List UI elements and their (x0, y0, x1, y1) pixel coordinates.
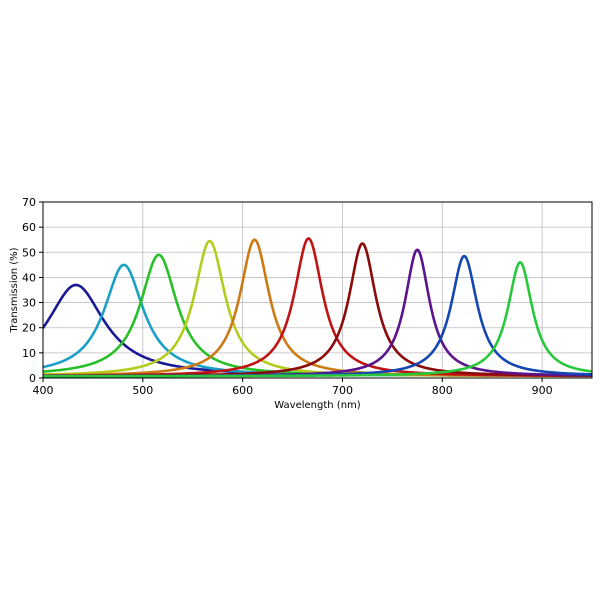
y-tick-label: 50 (22, 246, 36, 259)
x-tick-label: 500 (132, 384, 153, 397)
series-layer (43, 237, 592, 378)
x-tick-label: 600 (232, 384, 253, 397)
y-tick-label: 60 (22, 221, 36, 234)
x-tick-label: 400 (33, 384, 54, 397)
y-axis-label: Transmission (%) (9, 247, 20, 333)
x-tick-label: 900 (532, 384, 553, 397)
x-tick-label: 700 (332, 384, 353, 397)
series-line-9 (43, 254, 592, 378)
series-line-5 (43, 238, 592, 378)
grid-layer (42, 201, 592, 379)
y-tick-label: 10 (22, 347, 36, 360)
series-line-10 (43, 261, 592, 378)
tick-layer: 400 500 600 700 800 900 0 10 20 30 40 50 60 70 (22, 196, 553, 397)
x-axis-label: Wavelength (nm) (274, 400, 360, 411)
y-tick-label: 30 (22, 297, 36, 310)
plot-frame (42, 201, 593, 379)
x-tick-label: 800 (432, 384, 453, 397)
y-tick-label: 70 (22, 196, 36, 209)
y-tick-label: 20 (22, 322, 36, 335)
y-tick-label: 0 (29, 372, 36, 385)
series-line-6 (43, 237, 592, 378)
y-tick-label: 40 (22, 271, 36, 284)
